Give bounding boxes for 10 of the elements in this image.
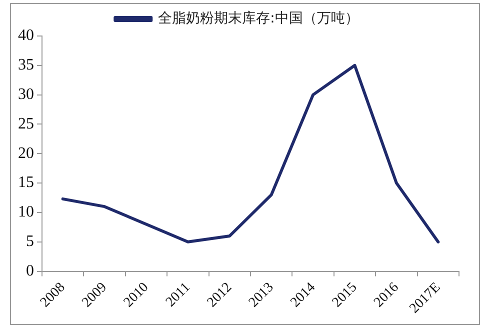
y-tick-label: 5 — [26, 233, 34, 250]
y-tick-label: 25 — [18, 115, 34, 132]
y-tick-label: 10 — [18, 204, 34, 221]
y-tick-label: 35 — [18, 56, 34, 74]
y-tick-label: 0 — [26, 262, 34, 280]
y-tick-label: 30 — [18, 86, 34, 104]
y-tick-label: 15 — [18, 174, 34, 192]
y-tick-label: 40 — [18, 27, 34, 44]
legend-label: 全脂奶粉期末库存:中国（万吨） — [158, 10, 359, 27]
y-tick-label: 20 — [18, 144, 34, 162]
